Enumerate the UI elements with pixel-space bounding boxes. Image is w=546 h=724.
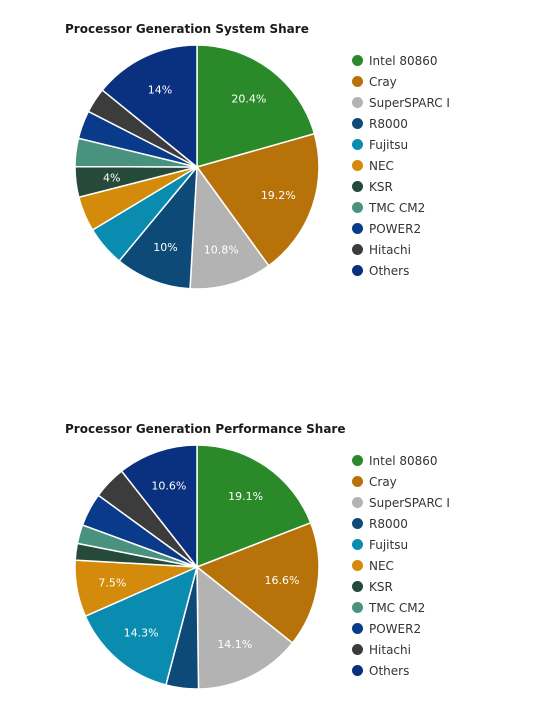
performance-share-chart: Processor Generation Performance Share 1… — [0, 422, 546, 722]
pie-slice-intel-80860 — [196, 44, 316, 168]
legend-label: Fujitsu — [369, 537, 409, 552]
pie-slice-cray — [195, 132, 320, 267]
legend-swatch — [352, 55, 363, 66]
pie-slice-intel-80860 — [196, 444, 312, 569]
legend-label: Hitachi — [369, 242, 411, 257]
legend-swatch — [352, 139, 363, 150]
legend-item: Intel 80860 — [352, 50, 450, 71]
legend-swatch — [352, 265, 363, 276]
legend-swatch — [352, 581, 363, 592]
legend-label: Cray — [369, 74, 397, 89]
slice-label: 14.1% — [217, 638, 252, 651]
legend-label: Cray — [369, 474, 397, 489]
legend-item: POWER2 — [352, 618, 450, 639]
slice-label: 16.6% — [265, 574, 300, 587]
legend-item: Fujitsu — [352, 534, 450, 555]
legend-swatch — [352, 560, 363, 571]
slice-label: 14% — [148, 83, 172, 96]
legend-swatch — [352, 160, 363, 171]
legend-swatch — [352, 623, 363, 634]
legend-label: Others — [369, 663, 410, 678]
legend-item: Intel 80860 — [352, 450, 450, 471]
legend-item: POWER2 — [352, 218, 450, 239]
legend-label: R8000 — [369, 116, 408, 131]
legend-label: KSR — [369, 579, 393, 594]
legend-label: R8000 — [369, 516, 408, 531]
legend-item: TMC CM2 — [352, 197, 450, 218]
legend-item: SuperSPARC I — [352, 492, 450, 513]
pie-chart: 20.4% 19.2% 10.8% 10% 4% 14% — [74, 44, 320, 290]
chart-title: Processor Generation System Share — [65, 22, 309, 36]
chart-title: Processor Generation Performance Share — [65, 422, 346, 436]
legend-item: Fujitsu — [352, 134, 450, 155]
legend-item: R8000 — [352, 113, 450, 134]
legend-swatch — [352, 455, 363, 466]
slice-label: 4% — [103, 172, 120, 185]
legend-item: NEC — [352, 155, 450, 176]
legend-label: Fujitsu — [369, 137, 409, 152]
legend-swatch — [352, 181, 363, 192]
legend-label: Intel 80860 — [369, 53, 438, 68]
legend-label: Intel 80860 — [369, 453, 438, 468]
pie-chart: 19.1% 16.6% 14.1% 14.3% 7.5% 10.6% — [74, 444, 320, 690]
legend-item: R8000 — [352, 513, 450, 534]
legend-swatch — [352, 665, 363, 676]
legend-label: TMC CM2 — [369, 200, 426, 215]
legend-label: TMC CM2 — [369, 600, 426, 615]
legend-item: Others — [352, 660, 450, 681]
slice-label: 7.5% — [98, 576, 126, 589]
legend-item: Cray — [352, 471, 450, 492]
legend-item: Others — [352, 260, 450, 281]
legend-label: Hitachi — [369, 642, 411, 657]
system-share-chart: Processor Generation System Share 20.4% 1… — [0, 22, 546, 322]
legend-label: SuperSPARC I — [369, 495, 450, 510]
legend-swatch — [352, 97, 363, 108]
pie-slice-supersparc-i — [189, 164, 270, 290]
legend-label: NEC — [369, 558, 394, 573]
slice-label: 19.2% — [261, 189, 296, 202]
pie-slice-others — [120, 444, 198, 570]
legend-swatch — [352, 476, 363, 487]
slice-label: 20.4% — [231, 92, 266, 105]
legend-label: SuperSPARC I — [369, 95, 450, 110]
legend-item: Hitachi — [352, 639, 450, 660]
legend: Intel 80860 Cray SuperSPARC I R8000 Fujitsu N… — [352, 50, 450, 281]
slice-label: 19.1% — [228, 490, 263, 503]
slice-label: 14.3% — [124, 626, 159, 639]
legend-item: NEC — [352, 555, 450, 576]
legend-swatch — [352, 223, 363, 234]
legend: Intel 80860 Cray SuperSPARC I R8000 Fujitsu N… — [352, 450, 450, 681]
legend-item: SuperSPARC I — [352, 92, 450, 113]
legend-swatch — [352, 497, 363, 508]
legend-swatch — [352, 518, 363, 529]
pie-slice-supersparc-i — [196, 565, 294, 690]
pie-slice-cray — [195, 521, 320, 645]
legend-item: TMC CM2 — [352, 597, 450, 618]
legend-item: Hitachi — [352, 239, 450, 260]
slice-label: 10% — [153, 241, 177, 254]
legend-swatch — [352, 118, 363, 129]
slice-label: 10.8% — [204, 244, 239, 257]
legend-item: KSR — [352, 176, 450, 197]
legend-label: Others — [369, 263, 410, 278]
legend-swatch — [352, 202, 363, 213]
legend-swatch — [352, 244, 363, 255]
legend-label: POWER2 — [369, 621, 422, 636]
legend-label: KSR — [369, 179, 393, 194]
legend-label: NEC — [369, 158, 394, 173]
pie-slice-r8000 — [118, 164, 198, 290]
legend-swatch — [352, 602, 363, 613]
legend-swatch — [352, 539, 363, 550]
legend-item: Cray — [352, 71, 450, 92]
legend-swatch — [352, 76, 363, 87]
legend-label: POWER2 — [369, 221, 422, 236]
legend-item: KSR — [352, 576, 450, 597]
legend-swatch — [352, 644, 363, 655]
pie-slice-others — [101, 44, 198, 169]
slice-label: 10.6% — [151, 480, 186, 493]
pie-slice-fujitsu — [84, 565, 199, 686]
